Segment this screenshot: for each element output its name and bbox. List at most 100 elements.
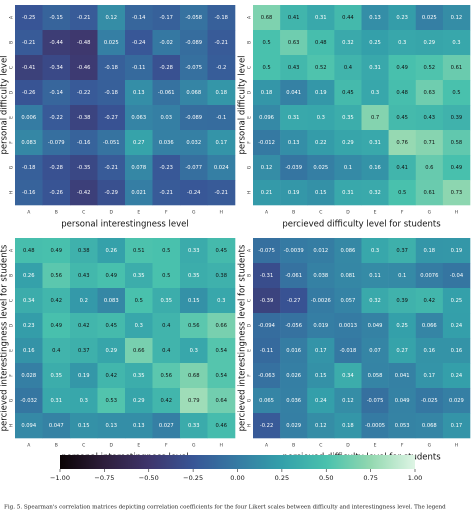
cell-label: 0.56 (160, 373, 172, 379)
x-tick-label: A (27, 443, 31, 449)
cell-label: -0.15 (50, 15, 63, 21)
cell-label: 0.083 (21, 140, 36, 146)
heatmap-cell (15, 388, 43, 414)
cell-label: -0.21 (22, 40, 35, 46)
cell-label: 0.19 (78, 373, 90, 379)
cell-label: -0.089 (185, 115, 202, 121)
cell-label: -0.18 (22, 165, 35, 171)
heatmap-cell (361, 55, 389, 81)
heatmap-cell (42, 55, 71, 81)
heatmap-cell (415, 363, 444, 389)
cell-label: 0.52 (315, 65, 327, 71)
cell-label: 0.2 (80, 298, 88, 304)
heatmap-cell (280, 155, 308, 181)
y-tick-label: A (9, 248, 15, 252)
heatmap-cell (415, 313, 444, 339)
cell-label: 0.29 (424, 40, 436, 46)
cell-label: 0.49 (50, 248, 62, 254)
heatmap-cell (334, 388, 362, 414)
heatmap-cell (253, 413, 281, 439)
cell-label: -0.42 (77, 190, 90, 196)
cell-label: 0.33 (188, 248, 200, 254)
y-tick-label: G (247, 165, 253, 169)
y-tick-label: G (9, 165, 15, 169)
heatmap-cell (253, 55, 281, 81)
heatmap-cell (307, 238, 335, 264)
x-tick-label: H (455, 443, 458, 449)
cell-label: 0.081 (341, 273, 356, 279)
heatmap-cell (207, 288, 236, 314)
heatmap-cell (97, 388, 126, 414)
cell-label: -0.21 (215, 190, 228, 196)
cell-label: -0.39 (260, 298, 273, 304)
heatmap-cell (361, 80, 389, 106)
heatmap-cell (70, 263, 98, 289)
heatmap-cell (15, 5, 43, 31)
heatmap-cell (334, 180, 362, 206)
heatmap-cell (97, 130, 126, 156)
heatmap-cell (361, 130, 389, 156)
heatmap-cell (253, 338, 281, 364)
heatmap-cell (125, 338, 153, 364)
cell-label: 0.31 (369, 65, 381, 71)
heatmap-cell (152, 363, 181, 389)
cell-label: 0.066 (422, 323, 437, 329)
cell-label: 0.15 (188, 298, 200, 304)
heatmap-cell (388, 5, 417, 31)
colorbar-tick-label: −0.25 (183, 474, 203, 482)
heatmap-cell (97, 288, 126, 314)
cell-label: 0.27 (396, 348, 408, 354)
cell-label: -0.31 (260, 273, 273, 279)
cell-label: -0.1 (216, 115, 226, 121)
heatmap-cell (97, 238, 126, 264)
heatmap-cell (307, 363, 335, 389)
heatmap-cell (15, 238, 43, 264)
heatmap-cell (125, 55, 153, 81)
cell-label: 0.73 (451, 190, 463, 196)
cell-label: 0.065 (259, 398, 274, 404)
heatmap-cell (442, 313, 471, 339)
heatmap-cell (125, 180, 153, 206)
cell-label: -0.46 (77, 65, 90, 71)
heatmap-cell (70, 30, 98, 56)
heatmap-cell (361, 263, 389, 289)
cell-label: 0.21 (261, 190, 273, 196)
heatmap-cell (253, 80, 281, 106)
heatmap-cell (180, 263, 208, 289)
cell-label: -0.26 (22, 90, 35, 96)
cell-label: 0.33 (188, 423, 200, 429)
heatmap-cell (415, 30, 444, 56)
heatmap-cell (307, 263, 335, 289)
x-tick-label: D (346, 443, 350, 449)
cell-label: -0.35 (77, 165, 90, 171)
cell-label: 0.5 (162, 248, 170, 254)
heatmap-cell (361, 313, 389, 339)
heatmap-cell (442, 180, 471, 206)
heatmap-cell (70, 338, 98, 364)
cell-label: 0.19 (315, 90, 327, 96)
y-tick-label: H (9, 424, 15, 427)
heatmap-cell (307, 55, 335, 81)
y-tick-label: E (247, 349, 253, 352)
heatmap-cell (152, 30, 181, 56)
cell-label: 0.34 (23, 298, 35, 304)
heatmap-cell (152, 130, 181, 156)
cell-label: 0.13 (105, 423, 117, 429)
heatmap-cell (334, 313, 362, 339)
heatmap-cell (42, 130, 71, 156)
heatmap-cell (442, 238, 471, 264)
cell-label: 0.3 (371, 248, 379, 254)
heatmap-cell (442, 30, 471, 56)
y-tick-label: A (247, 248, 253, 252)
cell-label: 0.61 (424, 190, 436, 196)
heatmap-cell (253, 30, 281, 56)
heatmap-cell (152, 155, 181, 181)
heatmap-cell (125, 363, 153, 389)
cell-label: 0.3 (371, 90, 379, 96)
cell-label: 0.49 (50, 323, 62, 329)
cell-label: 0.029 (449, 398, 464, 404)
cell-label: 0.6 (425, 165, 433, 171)
cell-label: -0.22 (260, 423, 273, 429)
heatmap-cell (442, 388, 471, 414)
